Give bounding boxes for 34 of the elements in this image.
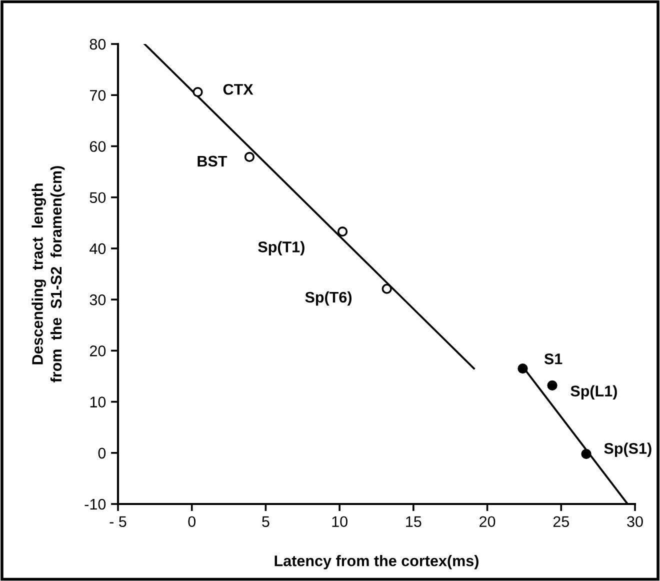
y-tick-label: 70 — [90, 90, 106, 101]
x-tick-label: 15 — [406, 516, 422, 528]
x-tick-label: 0 — [188, 516, 196, 528]
y-tick-label: 60 — [90, 141, 106, 152]
x-tick-label: 25 — [553, 516, 569, 528]
x-tick-label: 20 — [480, 516, 496, 528]
x-tick-label: 30 — [627, 516, 643, 528]
point — [581, 448, 592, 459]
x-tick-label: - 5 — [110, 516, 126, 528]
annotation: Sp(T6) — [305, 291, 352, 306]
annotation: S1 — [544, 354, 562, 364]
point — [337, 226, 348, 237]
point — [192, 86, 203, 98]
y-tick-label: 0 — [98, 448, 106, 459]
y-tick-label: 50 — [90, 192, 106, 204]
point — [244, 152, 255, 162]
y-tick-label: 40 — [90, 243, 106, 254]
point — [518, 363, 528, 374]
annotation: BST — [198, 156, 228, 167]
x-axis-title: Latency from the cortex(ms) — [274, 555, 478, 570]
y-axis-title: Descending tract length from the S1-S2 foramen(cm) — [32, 166, 65, 382]
point — [547, 380, 558, 390]
annotation: Sp(L1) — [570, 385, 617, 400]
annotation: CTX — [223, 84, 254, 95]
y-tick-label: 30 — [90, 294, 106, 306]
y-tick-label: 80 — [90, 38, 106, 50]
annotation: Sp(S1) — [604, 442, 652, 457]
annotation: Sp(T1) — [258, 241, 304, 256]
x-tick-label: 10 — [332, 516, 348, 528]
point — [382, 284, 392, 294]
y-tick-label: 10 — [90, 396, 106, 408]
x-tick-label: 5 — [262, 516, 270, 528]
y-tick-label: -10 — [84, 498, 106, 510]
y-tick-label: 20 — [90, 346, 106, 356]
